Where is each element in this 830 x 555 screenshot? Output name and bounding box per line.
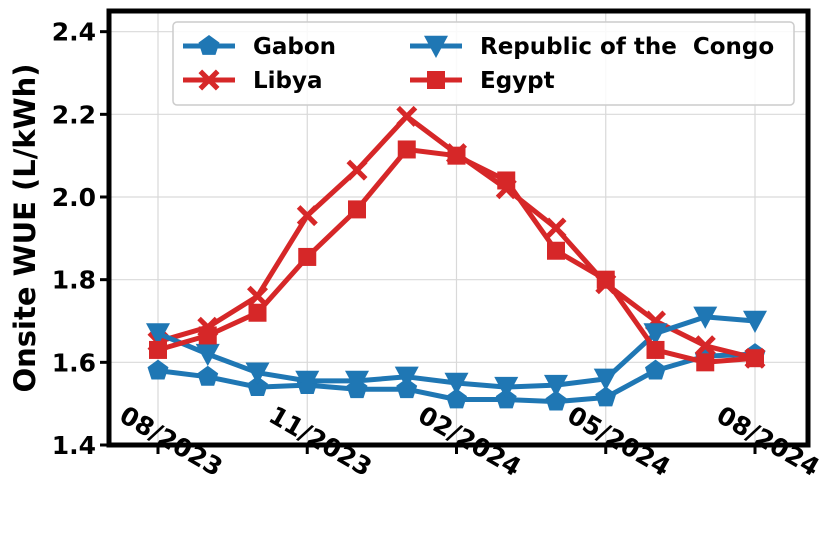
data-point — [595, 386, 617, 407]
y-tick-label: 2.4 — [52, 18, 96, 47]
data-point — [394, 366, 419, 389]
data-point — [195, 343, 220, 367]
series-layer — [146, 105, 767, 411]
legend-marker — [198, 35, 220, 55]
data-point — [545, 390, 567, 411]
legend-label: Egypt — [480, 68, 555, 94]
y-tick-label: 1.8 — [52, 266, 96, 295]
y-tick-label: 1.4 — [52, 431, 96, 460]
legend-label: Republic of the Congo — [480, 34, 774, 60]
x-tick-label: 02/2024 — [413, 400, 526, 482]
data-point — [345, 370, 369, 393]
x-tick-label: 11/2023 — [264, 400, 377, 482]
data-point — [298, 247, 317, 266]
legend-marker — [198, 69, 220, 91]
data-point — [247, 376, 268, 396]
series-republic-of-the-congo — [146, 306, 767, 400]
data-point — [646, 340, 665, 359]
data-point — [743, 310, 767, 333]
data-point — [147, 359, 169, 380]
series-egypt — [149, 140, 764, 372]
data-point — [545, 217, 567, 239]
data-point — [593, 368, 618, 391]
legend-item: Egypt — [410, 68, 555, 94]
legend-label: Gabon — [253, 34, 336, 60]
x-tick-label: 08/2023 — [115, 400, 228, 482]
legend-marker — [424, 35, 448, 58]
data-point — [296, 205, 318, 227]
data-point — [497, 171, 516, 190]
data-point — [198, 326, 217, 345]
plot-frame — [106, 8, 811, 448]
y-tick-label: 1.6 — [52, 348, 96, 377]
data-point — [149, 340, 167, 359]
y-axis: 1.4 1.6 1.8 2.0 2.2 2.4 — [52, 18, 109, 460]
data-point — [397, 140, 416, 159]
y-tick-label: 2.0 — [52, 183, 96, 212]
x-axis: 08/2023 11/2023 02/2024 05/2024 08/2024 — [115, 400, 825, 482]
data-point — [547, 241, 565, 260]
legend-item: Republic of the Congo — [410, 34, 774, 60]
legend-item: Libya — [183, 68, 323, 94]
legend: Gabon Libya Republic of the Congo Egypt — [172, 21, 795, 106]
data-point — [396, 105, 418, 127]
data-point — [245, 362, 270, 385]
x-tick-label: 05/2024 — [562, 400, 675, 482]
legend-box — [172, 21, 795, 106]
legend-item: Gabon — [183, 34, 336, 60]
y-axis-title: Onsite WUE (L/kWh) — [8, 63, 42, 392]
data-point — [694, 335, 716, 357]
data-point — [247, 285, 268, 307]
data-point — [596, 270, 615, 289]
data-point — [643, 323, 668, 346]
data-point — [696, 353, 715, 372]
data-point — [544, 374, 568, 398]
data-point — [348, 200, 366, 219]
legend-marker — [427, 71, 445, 89]
y-tick-label: 2.2 — [52, 100, 96, 129]
data-point — [146, 323, 170, 346]
data-point — [346, 159, 368, 181]
data-point — [248, 303, 267, 322]
data-point — [446, 388, 467, 409]
data-point — [746, 349, 764, 368]
data-point — [494, 376, 519, 400]
data-point — [197, 365, 219, 386]
data-point — [295, 370, 320, 393]
legend-label: Libya — [253, 68, 323, 94]
data-point — [693, 306, 718, 329]
data-point — [447, 146, 466, 165]
data-point — [645, 359, 666, 380]
data-point — [444, 372, 469, 395]
